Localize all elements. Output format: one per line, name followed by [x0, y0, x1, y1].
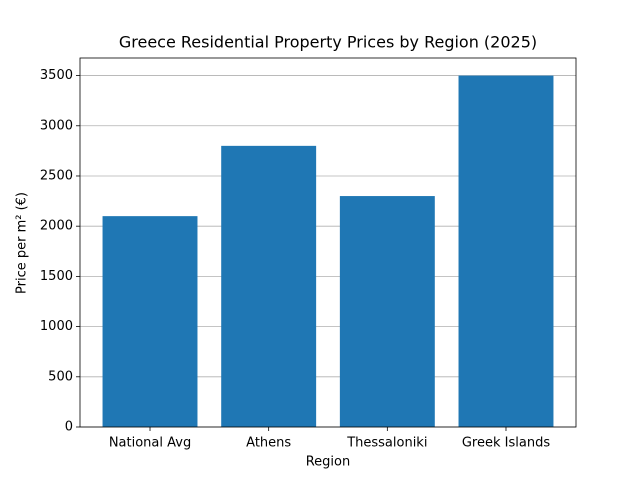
y-tick-label: 0: [65, 420, 73, 435]
y-axis-label: Price per m² (€): [15, 192, 30, 294]
chart-title: Greece Residential Property Prices by Re…: [119, 33, 537, 52]
bar: [102, 216, 198, 427]
bar: [339, 196, 435, 427]
y-tick-label: 1500: [40, 269, 73, 284]
y-tick-label: 3500: [40, 68, 73, 83]
x-tick-label: Greek Islands: [462, 436, 550, 451]
y-tick-label: 500: [48, 369, 73, 384]
bar: [221, 145, 317, 427]
y-tick-label: 2000: [40, 219, 73, 234]
y-tick-label: 3000: [40, 118, 73, 133]
x-tick-label: Thessaloniki: [346, 436, 427, 451]
plot-frame: [79, 57, 577, 428]
bar: [458, 75, 554, 428]
x-tick-label: Athens: [246, 436, 291, 451]
y-tick-label: 1000: [40, 319, 73, 334]
x-tick-label: National Avg: [109, 436, 191, 451]
y-tick-label: 2500: [40, 168, 73, 183]
x-axis-label: Region: [306, 455, 351, 470]
